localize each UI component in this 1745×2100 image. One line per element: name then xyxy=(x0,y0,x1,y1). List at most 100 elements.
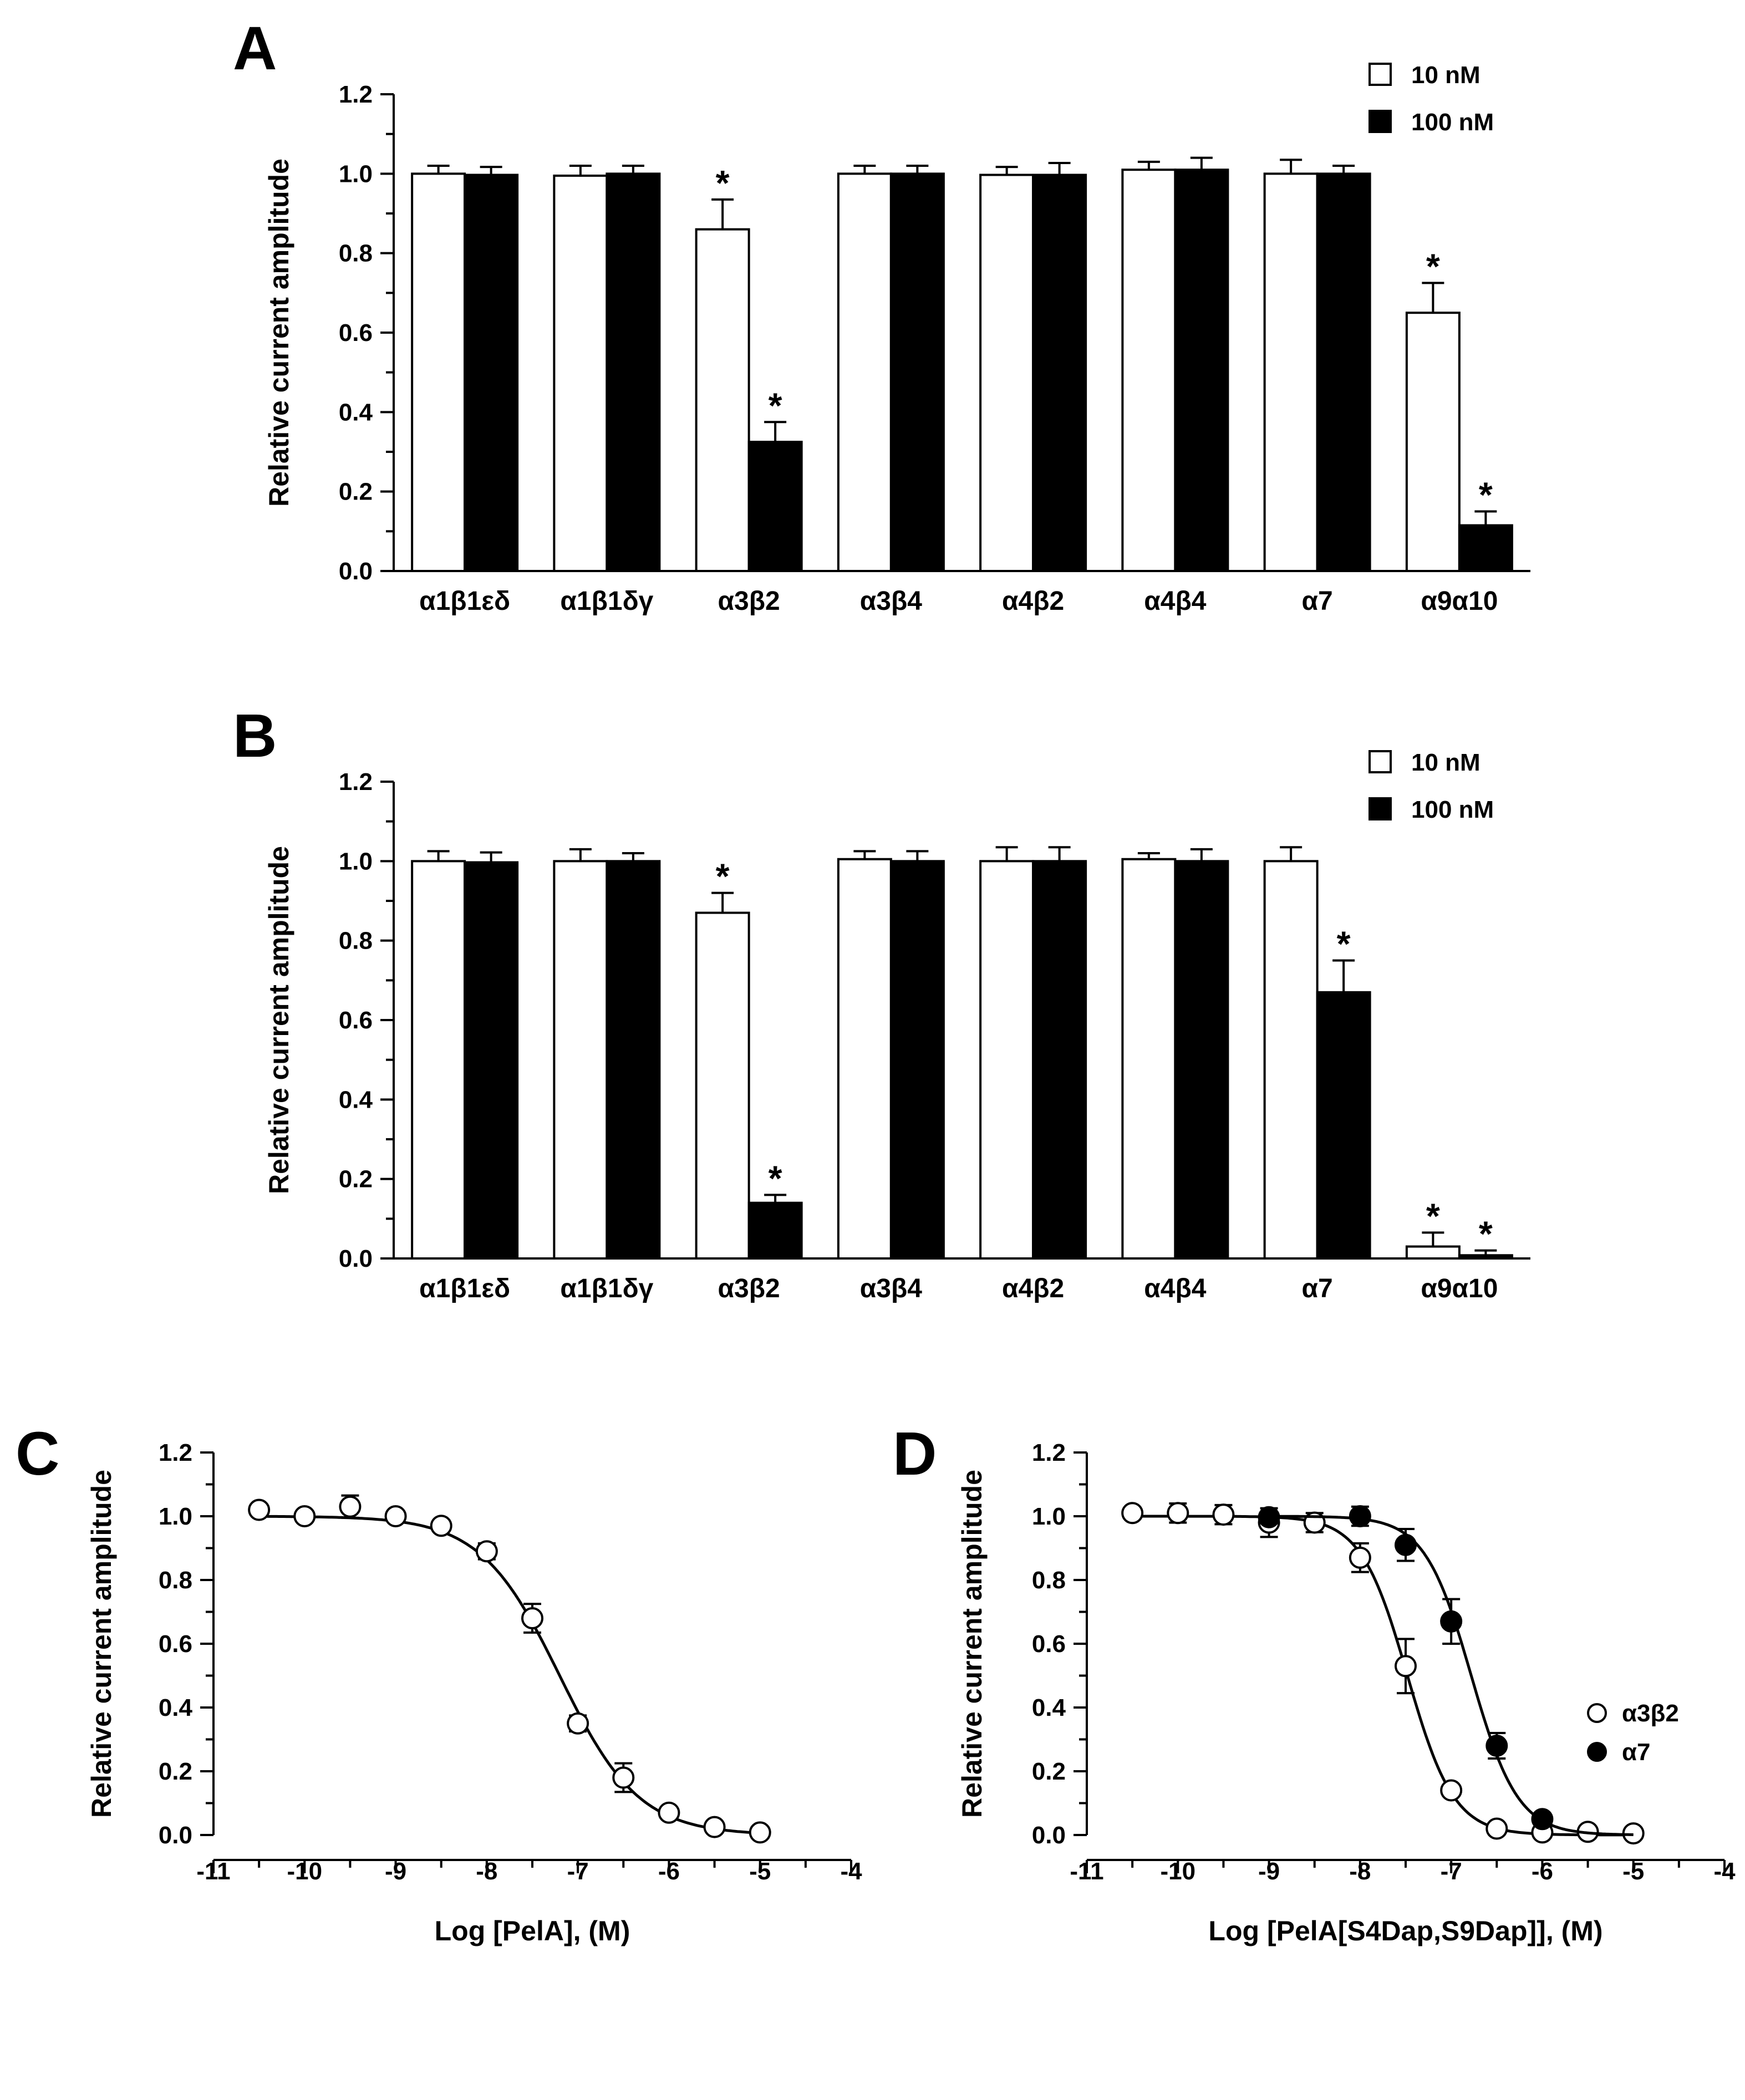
bar-100nm xyxy=(1174,169,1229,572)
legend-marker-filled xyxy=(1587,1742,1607,1762)
data-point-open xyxy=(339,1495,362,1518)
x-tick-label: -4 xyxy=(840,1858,862,1885)
x-tick-label: -8 xyxy=(476,1858,497,1885)
y-axis-title: Relative current amplitude xyxy=(263,846,294,1194)
legend-label: 100 nM xyxy=(1411,796,1494,823)
panel-a: A 0.0 0.2 0.4 0.6 0.8 1.0 1.2 Relative current a… xyxy=(233,14,1530,616)
bar-100nm xyxy=(889,860,945,1260)
significance-star: * xyxy=(716,163,730,203)
category-label: α7 xyxy=(1302,587,1333,616)
y-tick-label: 0.2 xyxy=(159,1758,192,1785)
y-tick-label: 0.0 xyxy=(339,1245,373,1272)
y-tick-label: 1.0 xyxy=(159,1503,192,1530)
x-axis-title: Log [PelA[S4Dap,S9Dap]], (M) xyxy=(1208,1915,1602,1946)
x-tick-label: -7 xyxy=(567,1858,589,1885)
y-tick-label: 0.2 xyxy=(339,478,373,506)
category-label: α4β4 xyxy=(1144,587,1207,616)
bar-10nm xyxy=(1405,1245,1461,1260)
legend-label: α3β2 xyxy=(1622,1700,1679,1727)
significance-star: * xyxy=(1426,246,1440,286)
significance-star: * xyxy=(1479,475,1493,515)
significance-star: * xyxy=(716,857,730,896)
data-point-open xyxy=(612,1766,635,1789)
y-axis-title: Relative current amplitude xyxy=(957,1470,988,1818)
bar-10nm xyxy=(1121,169,1177,572)
category-label: α1β1εδ xyxy=(419,587,510,616)
data-point-filled xyxy=(1258,1506,1280,1528)
data-point-filled xyxy=(1349,1505,1371,1527)
category-label: α1β1δγ xyxy=(560,1274,653,1303)
x-tick-label: -8 xyxy=(1349,1858,1371,1885)
legend-label: α7 xyxy=(1622,1739,1651,1766)
y-axis-title: Relative current amplitude xyxy=(86,1470,117,1818)
x-tick-label: -11 xyxy=(1070,1858,1103,1885)
data-point-open xyxy=(1395,1655,1417,1678)
panel-letter: B xyxy=(233,702,277,770)
bar-100nm xyxy=(606,172,661,573)
legend-swatch-10nm xyxy=(1368,750,1392,773)
y-tick-label: 0.6 xyxy=(1032,1630,1066,1658)
data-point-open xyxy=(521,1607,543,1629)
bar-100nm xyxy=(1032,174,1087,572)
category-label: α4β2 xyxy=(1002,1274,1064,1303)
legend-label: 10 nM xyxy=(1411,749,1481,776)
y-tick-label: 1.0 xyxy=(339,160,373,187)
bar-100nm xyxy=(1316,991,1371,1260)
data-point-filled xyxy=(1395,1533,1417,1556)
data-point-open xyxy=(567,1712,589,1735)
category-label: α9α10 xyxy=(1421,1274,1498,1303)
bar-100nm xyxy=(464,174,519,572)
y-tick-label: 0.4 xyxy=(159,1694,193,1721)
bar-10nm xyxy=(553,174,608,572)
x-tick-label: -6 xyxy=(1532,1858,1553,1885)
data-point-open xyxy=(749,1821,771,1844)
data-point-filled xyxy=(1440,1610,1463,1633)
legend-swatch-10nm xyxy=(1368,63,1392,86)
data-point-open xyxy=(475,1540,498,1563)
y-tick-label: 0.8 xyxy=(339,927,373,955)
bar-100nm xyxy=(464,861,519,1260)
significance-star: * xyxy=(769,385,782,425)
category-label: α3β4 xyxy=(860,1274,923,1303)
y-tick-label: 0.4 xyxy=(339,1086,373,1113)
data-point-open xyxy=(1349,1546,1371,1569)
x-tick-label: -9 xyxy=(385,1858,406,1885)
y-tick-label: 0.4 xyxy=(1032,1694,1066,1721)
x-tick-label: -5 xyxy=(1622,1858,1644,1885)
bar-100nm xyxy=(1032,860,1087,1260)
y-tick-label: 1.2 xyxy=(1032,1439,1066,1466)
bar-10nm xyxy=(1263,172,1319,573)
y-tick-label: 0.2 xyxy=(1032,1758,1066,1785)
bar-10nm xyxy=(411,860,466,1260)
bar-100nm xyxy=(606,860,661,1260)
data-point-open xyxy=(1485,1817,1508,1840)
bar-10nm xyxy=(979,860,1035,1260)
y-tick-label: 0.4 xyxy=(339,399,373,426)
bar-100nm xyxy=(1316,172,1371,573)
y-tick-label: 0.0 xyxy=(159,1822,192,1849)
bar-10nm xyxy=(1405,312,1461,573)
bar-100nm xyxy=(889,172,945,573)
panel-letter: A xyxy=(233,14,277,83)
y-tick-label: 0.6 xyxy=(339,319,373,346)
x-tick-label: -7 xyxy=(1441,1858,1462,1885)
y-tick-label: 1.2 xyxy=(159,1439,192,1466)
bar-100nm xyxy=(747,1201,803,1260)
bar-10nm xyxy=(695,911,750,1260)
y-tick-label: 0.0 xyxy=(1032,1822,1066,1849)
category-label: α3β4 xyxy=(860,587,923,616)
bar-10nm xyxy=(1263,860,1319,1260)
x-tick-label: -10 xyxy=(287,1858,322,1885)
y-tick-label: 1.0 xyxy=(339,848,373,875)
panel-letter: D xyxy=(893,1420,937,1488)
y-tick-label: 0.6 xyxy=(339,1007,373,1034)
y-tick-label: 0.8 xyxy=(159,1567,192,1594)
data-point-open xyxy=(1167,1502,1189,1525)
x-tick-label: -6 xyxy=(658,1858,680,1885)
bar-100nm xyxy=(747,441,803,572)
data-point-open xyxy=(703,1816,726,1838)
x-tick-label: -9 xyxy=(1258,1858,1280,1885)
bar-10nm xyxy=(837,858,892,1260)
bar-100nm xyxy=(1458,1254,1513,1260)
significance-star: * xyxy=(1426,1196,1440,1236)
